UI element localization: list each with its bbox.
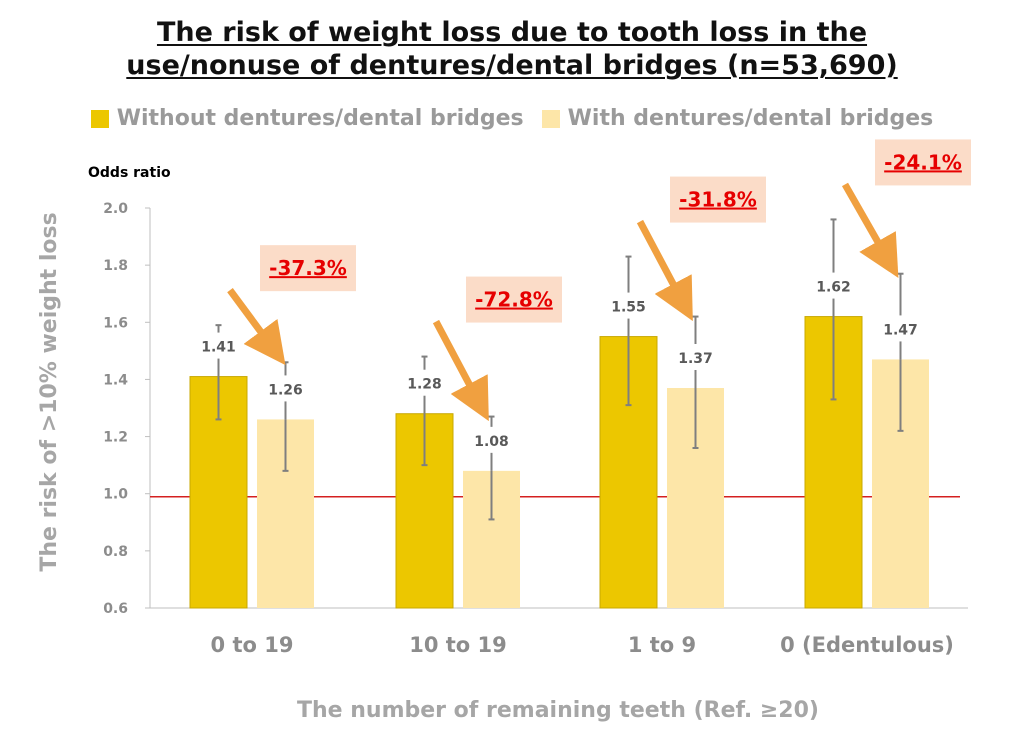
y-tick-label: 1.6 xyxy=(103,315,128,331)
legend-swatch-without xyxy=(90,109,109,128)
data-label: 1.08 xyxy=(474,434,509,450)
chart-title-line-1: The risk of weight loss due to tooth los… xyxy=(156,17,868,48)
legend-swatch-with xyxy=(541,109,560,128)
data-label-bg xyxy=(471,430,512,451)
legend-label-without: Without dentures/dental bridges xyxy=(116,106,524,131)
y-tick-label: 1.8 xyxy=(103,258,128,274)
reduction-label: -24.1% xyxy=(884,150,962,174)
chart-legend: Without dentures/dental bridges With den… xyxy=(0,106,1024,131)
legend-item-with: With dentures/dental bridges xyxy=(541,106,934,131)
x-category-label: 0 (Edentulous) xyxy=(780,633,954,657)
reduction-label: -31.8% xyxy=(679,188,757,212)
data-label-bg xyxy=(813,276,854,297)
data-label-bg xyxy=(608,296,649,317)
x-category-label: 1 to 9 xyxy=(628,633,696,657)
data-label: 1.47 xyxy=(883,322,918,338)
y-tick-label: 1.4 xyxy=(103,372,128,388)
reduction-label: -72.8% xyxy=(475,288,553,312)
y-tick-label: 1.2 xyxy=(103,430,128,446)
y-tick-label: 0.6 xyxy=(103,601,128,617)
reduction-arrow xyxy=(841,182,899,278)
data-label: 1.37 xyxy=(678,351,713,367)
data-label-bg xyxy=(880,319,921,340)
y-tick-label: 2.0 xyxy=(103,201,128,217)
data-label: 1.28 xyxy=(407,377,442,393)
reduction-arrow xyxy=(227,288,286,366)
reduction-arrow xyxy=(636,219,693,322)
y-axis-title: The risk of >10% weight loss xyxy=(37,212,62,571)
data-label: 1.55 xyxy=(611,300,646,316)
reduction-box xyxy=(466,276,562,323)
x-category-label: 0 to 19 xyxy=(211,633,294,657)
data-label: 1.62 xyxy=(816,280,851,296)
reduction-arrow xyxy=(432,319,489,422)
data-label-bg xyxy=(404,373,445,394)
data-label-bg xyxy=(265,379,306,400)
chart-title-line-2: use/nonuse of dentures/dental bridges (n… xyxy=(126,50,898,81)
legend-label-with: With dentures/dental bridges xyxy=(567,106,934,131)
data-label: 1.41 xyxy=(201,340,236,356)
reduction-label: -37.3% xyxy=(269,256,347,280)
x-category-label: 10 to 19 xyxy=(409,633,507,657)
y-tick-label: 0.8 xyxy=(103,544,128,560)
reduction-box xyxy=(875,139,971,186)
reduction-box xyxy=(670,176,766,223)
legend-item-without: Without dentures/dental bridges xyxy=(90,106,524,131)
data-label-bg xyxy=(198,336,239,357)
chart-title: The risk of weight loss due to tooth los… xyxy=(0,16,1024,82)
y-tick-label: 1.0 xyxy=(103,487,128,503)
x-axis-title: The number of remaining teeth (Ref. ≥20) xyxy=(297,698,819,723)
data-label-bg xyxy=(675,348,716,368)
data-label: 1.26 xyxy=(268,382,303,398)
y-unit-label: Odds ratio xyxy=(88,165,171,181)
reduction-box xyxy=(260,245,356,292)
